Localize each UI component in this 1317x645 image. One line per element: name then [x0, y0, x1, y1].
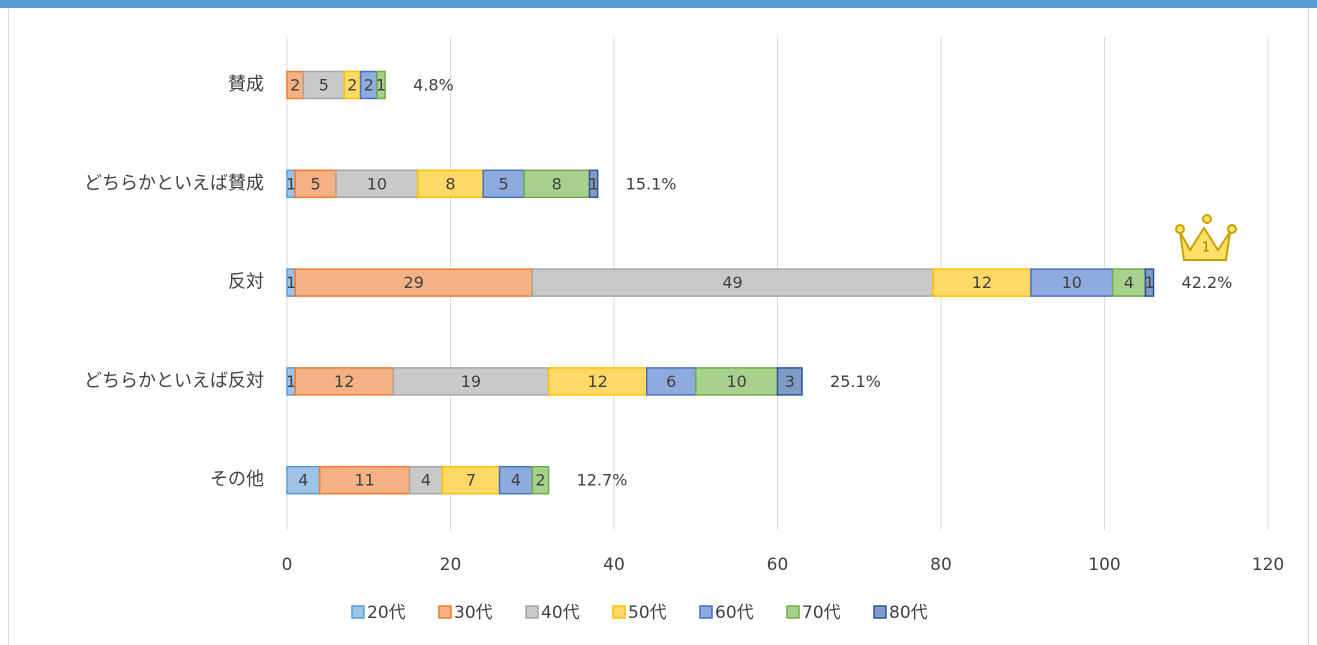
- segment-label: 1: [286, 372, 296, 391]
- segment-label: 1: [1144, 273, 1154, 292]
- legend-label: 50代: [628, 603, 667, 623]
- crown: 1: [1175, 214, 1237, 261]
- category-label: 賛成: [228, 74, 264, 95]
- segment-label: 5: [319, 76, 329, 95]
- legend-swatch: [873, 605, 887, 619]
- segment-label: 1: [286, 273, 296, 292]
- bar-segment: [392, 367, 550, 396]
- legend-swatch: [351, 605, 365, 619]
- category-label: その他: [210, 469, 264, 490]
- legend-label: 40代: [541, 603, 580, 623]
- bar-segment: [376, 70, 386, 100]
- bar-segment: [1030, 268, 1114, 297]
- segment-label: 2: [290, 76, 300, 95]
- percent-label: 25.1%: [830, 372, 881, 391]
- legend-label: 30代: [454, 603, 493, 623]
- crown-badge: 1: [1202, 241, 1210, 256]
- category-label: 反対: [228, 272, 264, 293]
- x-tick-label: 0: [282, 555, 293, 575]
- bar-segment: [318, 465, 411, 495]
- bar-segment: [776, 367, 803, 396]
- bar-segment: [335, 169, 419, 199]
- legend-swatch: [786, 605, 800, 619]
- segment-label: 3: [785, 372, 795, 391]
- legend-label: 70代: [802, 603, 841, 623]
- segment-label: 10: [367, 174, 387, 193]
- segment-label: 7: [466, 471, 476, 490]
- bar-segment: [417, 169, 484, 199]
- segment-label: 11: [354, 471, 374, 490]
- legend-swatch: [612, 605, 626, 619]
- segment-label: 5: [499, 174, 509, 193]
- segment-label: 4: [511, 471, 521, 490]
- x-tick-label: 60: [767, 555, 789, 575]
- segment-label: 10: [726, 372, 746, 391]
- segment-label: 8: [552, 174, 562, 193]
- x-tick-label: 20: [440, 555, 462, 575]
- bar-segment: [1144, 268, 1155, 297]
- bar-segment: [302, 70, 345, 100]
- legend-swatch: [525, 605, 539, 619]
- bar-segment: [645, 367, 697, 396]
- segment-label: 12: [587, 372, 607, 391]
- bar-segment: [294, 268, 533, 297]
- segment-label: 1: [376, 76, 386, 95]
- category-label: どちらかといえば賛成: [84, 173, 264, 194]
- bar-segment: [482, 169, 525, 199]
- segment-label: 2: [347, 76, 357, 95]
- segment-label: 1: [286, 174, 296, 193]
- legend-label: 80代: [889, 603, 928, 623]
- segment-label: 4: [1124, 273, 1134, 292]
- segment-label: 4: [421, 471, 431, 490]
- x-tick-label: 40: [603, 555, 625, 575]
- segment-label: 4: [298, 471, 308, 490]
- bar-segment: [932, 268, 1032, 297]
- segment-label: 12: [334, 372, 354, 391]
- segment-label: 10: [1062, 273, 1082, 292]
- segment-label: 12: [972, 273, 992, 292]
- bar-segment: [695, 367, 779, 396]
- bar-segment: [294, 169, 337, 199]
- top-band: [0, 0, 1317, 8]
- bar-segment: [531, 268, 934, 297]
- x-tick-label: 80: [930, 555, 952, 575]
- percent-label: 42.2%: [1182, 273, 1233, 292]
- bar-segment: [294, 367, 395, 396]
- bar-segment: [408, 465, 444, 495]
- percent-label: 12.7%: [577, 471, 628, 490]
- category-label: どちらかといえば反対: [84, 370, 264, 391]
- legend-label: 60代: [715, 603, 754, 623]
- bar-segment: [588, 169, 599, 199]
- x-tick-label: 120: [1252, 555, 1284, 575]
- x-tick-label: 100: [1088, 555, 1120, 575]
- segment-label: 19: [461, 372, 481, 391]
- segment-label: 2: [364, 76, 374, 95]
- segment-label: 29: [404, 273, 424, 292]
- legend-label: 20代: [367, 603, 406, 623]
- segment-label: 49: [722, 273, 742, 292]
- bar-segment: [531, 465, 550, 495]
- percent-label: 4.8%: [413, 76, 454, 95]
- legend-swatch: [699, 605, 713, 619]
- percent-label: 15.1%: [626, 174, 677, 193]
- segment-label: 5: [311, 174, 321, 193]
- segment-label: 2: [535, 471, 545, 490]
- segment-label: 8: [445, 174, 455, 193]
- segment-label: 1: [588, 174, 598, 193]
- segment-label: 6: [666, 372, 676, 391]
- legend-swatch: [438, 605, 452, 619]
